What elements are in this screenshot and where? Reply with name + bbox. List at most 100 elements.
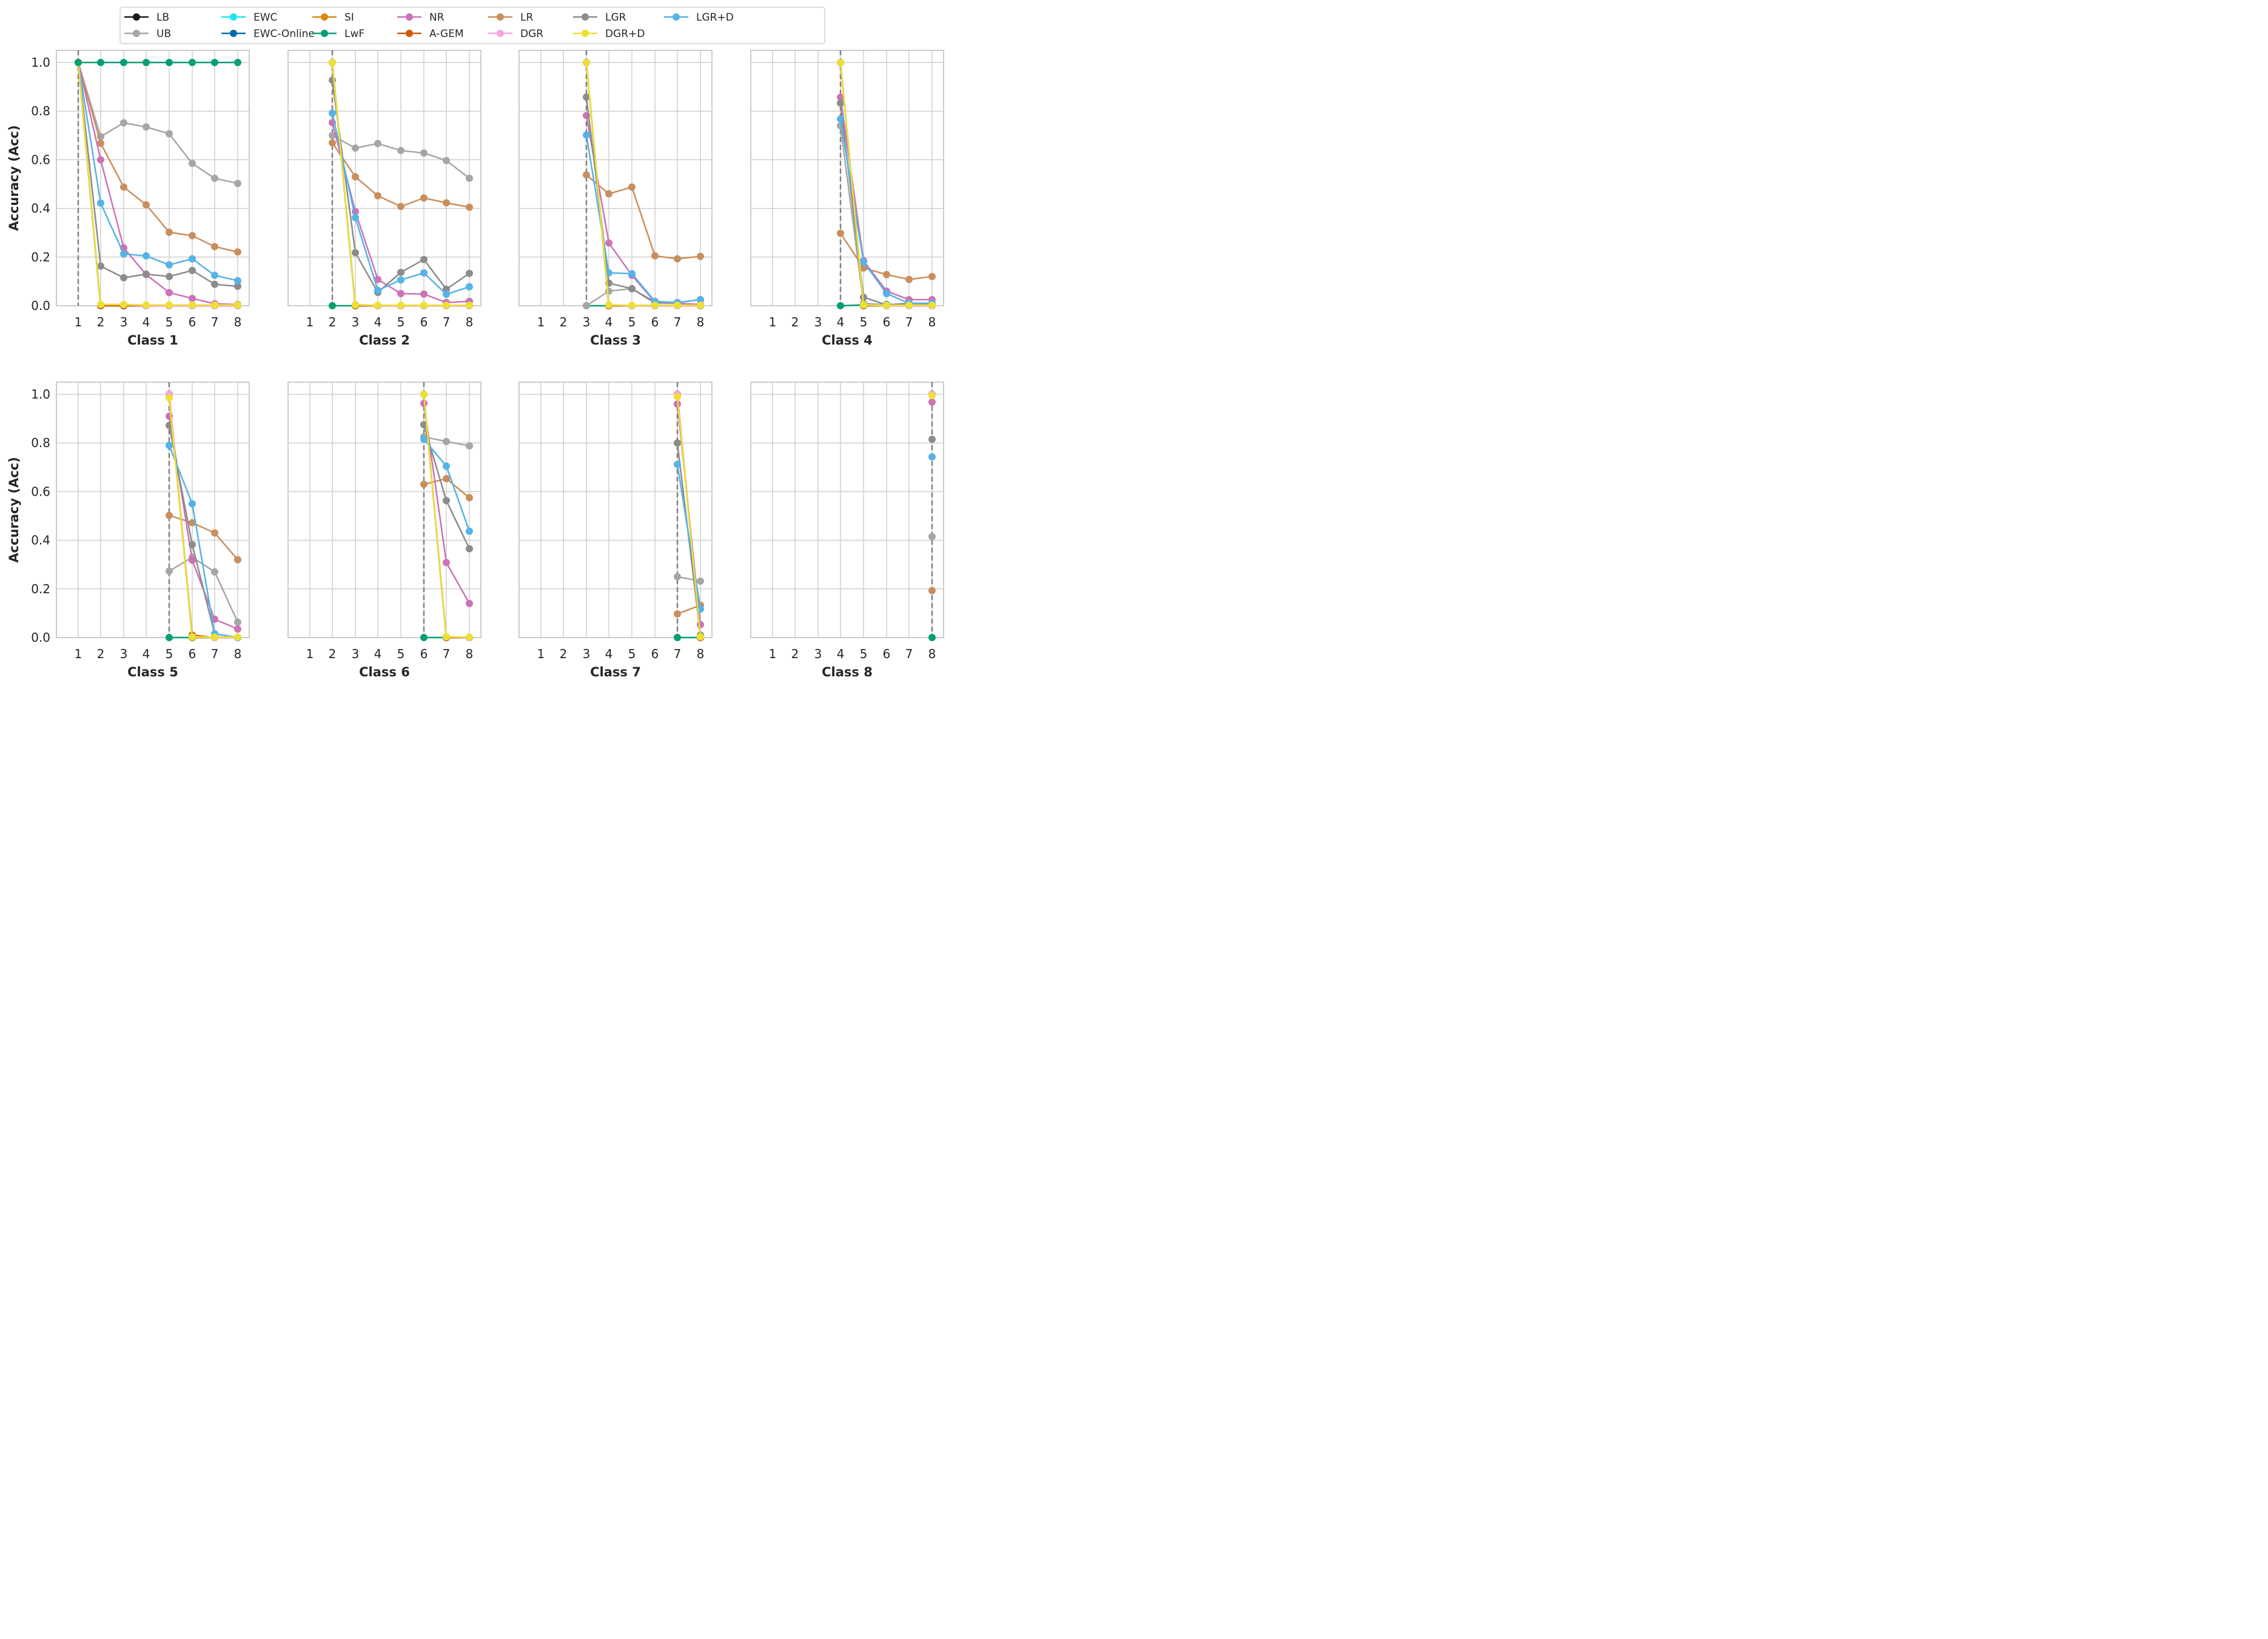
data-point-nr (189, 556, 196, 564)
y-tick-label: 0.0 (31, 298, 50, 313)
series-line-nr (585, 115, 701, 306)
x-tick-label: 5 (860, 315, 868, 329)
data-point-lr (189, 519, 196, 527)
x-tick-label: 7 (443, 647, 451, 661)
x-tick-label: 6 (189, 647, 196, 661)
data-point-dgr-d (466, 301, 473, 309)
x-tick-label: 4 (605, 315, 613, 329)
x-tick-label: 3 (583, 647, 591, 661)
series-line-dgr-d (585, 62, 700, 306)
x-tick-label: 8 (466, 315, 474, 329)
data-point-dgr-d (697, 633, 704, 641)
data-point-lr (837, 229, 844, 237)
panel-6: 1 2 3 4 5 6 7 8 Class 6 (287, 382, 481, 679)
x-tick-label: 5 (397, 647, 405, 661)
x-tick-label: 3 (814, 315, 822, 329)
x-tick-label: 2 (97, 647, 105, 661)
x-tick-label: 5 (628, 315, 636, 329)
x-tick-label: 1 (537, 315, 545, 329)
series-line-lr (77, 62, 238, 253)
legend-swatch-marker (230, 30, 237, 37)
data-point-dgr-d (211, 301, 218, 309)
data-point-lr (120, 183, 127, 191)
y-tick-label: 0.4 (31, 201, 50, 216)
data-point-ub (583, 302, 590, 309)
data-point-lwf (329, 302, 336, 309)
data-point-lgr-d (883, 289, 890, 297)
y-tick-label: 0.2 (31, 250, 50, 264)
data-point-nr (397, 289, 404, 297)
legend-swatch-marker (230, 13, 237, 21)
data-point-dgr-d (674, 393, 681, 401)
series-line-lgr (77, 62, 238, 288)
data-point-lr (143, 201, 150, 209)
x-tick-label: 8 (234, 647, 242, 661)
x-tick-label: 7 (443, 315, 451, 329)
data-point-dgr-d (397, 301, 404, 309)
legend-label: LGR+D (696, 12, 734, 24)
x-tick-label: 8 (928, 315, 936, 329)
y-tick-label: 0.2 (31, 582, 50, 596)
panel-2: 1 2 3 4 5 6 7 8 Class 2 (287, 50, 481, 348)
data-point-ub (928, 533, 936, 540)
legend-swatch-marker (321, 30, 328, 37)
data-point-lgr-d (928, 453, 936, 461)
x-tick-label: 6 (189, 315, 196, 329)
data-point-dgr-d (352, 301, 359, 309)
x-tick-label: 4 (374, 647, 382, 661)
legend-swatch-marker (133, 30, 140, 37)
x-axis-label: Class 2 (359, 333, 410, 348)
x-tick-label: 8 (234, 315, 242, 329)
data-point-lr (166, 511, 173, 519)
data-point-lr (628, 183, 636, 191)
data-point-lr (905, 275, 913, 283)
series-line-ewc-online (585, 62, 700, 307)
data-point-ub (166, 130, 173, 138)
x-tick-label: 6 (651, 647, 659, 661)
data-point-lwf (166, 59, 173, 67)
data-point-ub (211, 568, 218, 576)
data-point-dgr-d (651, 301, 659, 309)
data-point-lr (397, 203, 404, 210)
x-tick-label: 3 (352, 647, 360, 661)
data-point-dgr-d (697, 301, 704, 309)
x-tick-label: 3 (352, 315, 360, 329)
legend-frame (119, 7, 825, 44)
series-line-ewc (585, 62, 700, 307)
y-tick-label: 0.6 (31, 152, 50, 167)
series-line-a-gem (585, 62, 700, 307)
data-point-lgr (466, 269, 473, 277)
x-tick-label: 4 (837, 647, 845, 661)
data-point-lwf (97, 59, 104, 67)
series-line-dgr-d (676, 396, 702, 637)
x-tick-label: 7 (674, 315, 682, 329)
data-point-lgr-d (420, 269, 428, 277)
data-point-lgr (443, 285, 450, 293)
panel-5: 1 2 3 4 5 6 7 8 0.0 0.2 0.4 0.6 0.8 1.0 Accuracy (Acc)… (7, 382, 250, 679)
data-point-nr (605, 239, 612, 247)
legend-label: A-GEM (429, 28, 464, 40)
data-point-ub (329, 132, 336, 140)
x-axis-label: Class 8 (822, 665, 873, 679)
x-tick-label: 7 (674, 647, 682, 661)
data-point-dgr-d (605, 301, 612, 309)
data-point-dgr-d (189, 301, 196, 309)
x-tick-label: 5 (860, 647, 868, 661)
data-point-lr (697, 252, 704, 260)
data-point-lgr-d (352, 214, 359, 221)
data-point-dgr-d (189, 633, 196, 641)
data-point-dgr-d (837, 59, 844, 67)
data-point-lgr-d (166, 261, 173, 269)
data-point-lgr-d (97, 199, 104, 207)
data-point-lgr (189, 540, 196, 548)
x-tick-label: 2 (97, 315, 105, 329)
data-point-lgr-d (234, 277, 241, 284)
y-tick-label: 1.0 (31, 387, 50, 402)
series-line-ub (77, 62, 238, 184)
x-axis-label: Class 7 (590, 665, 641, 679)
data-point-lr (211, 243, 218, 251)
data-point-lgr-d (374, 286, 381, 294)
data-point-lgr (628, 284, 636, 292)
axes-frame (750, 382, 944, 638)
data-point-nr (928, 398, 936, 406)
